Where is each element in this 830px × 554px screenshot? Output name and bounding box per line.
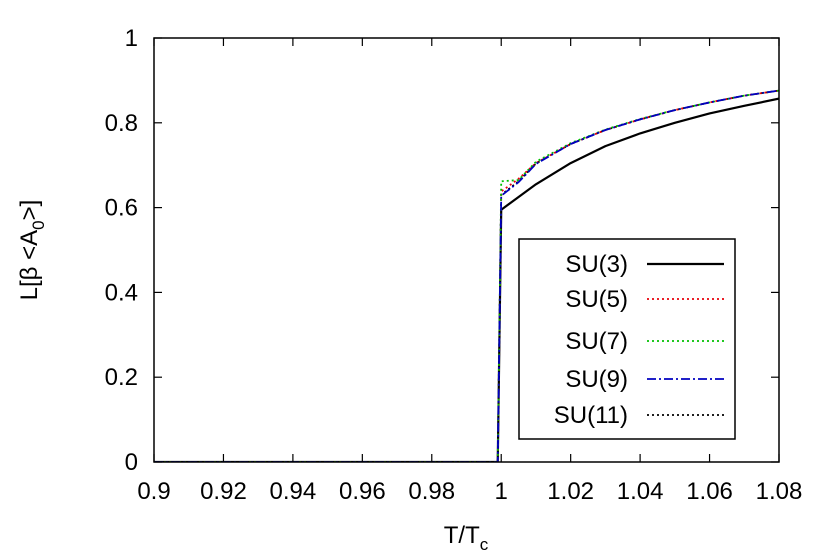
y-tick-label: 0.6 (105, 195, 138, 222)
x-tick-label: 1 (495, 478, 508, 505)
x-tick-label: 0.92 (200, 478, 247, 505)
x-tick-label: 0.9 (137, 478, 170, 505)
series-line-su-3 (154, 97, 779, 462)
y-tick-label: 0.2 (105, 364, 138, 391)
series-layer (154, 89, 779, 462)
y-tick-label: 1 (125, 25, 138, 52)
y-axis-label-subscript: 0 (29, 220, 48, 229)
x-tick-label: 0.98 (408, 478, 455, 505)
x-tick-label: 0.94 (270, 478, 317, 505)
legend: SU(3) SU(5) SU(7) SU(9) SU(11) (518, 238, 736, 440)
y-tick-label: 0 (125, 449, 138, 476)
legend-box (518, 238, 736, 440)
y-axis-label: L[β <A0>] (16, 200, 48, 301)
x-axis-label: T/Tc (444, 522, 489, 554)
x-tick-label: 1.02 (547, 478, 594, 505)
legend-label: SU(11) (554, 402, 628, 429)
legend-label: SU(7) (565, 328, 628, 355)
x-tick-label: 1.04 (617, 478, 664, 505)
legend-label: SU(9) (565, 366, 628, 393)
legend-label: SU(5) (565, 286, 628, 313)
plot-frame (153, 37, 780, 463)
y-tick-label: 0.8 (105, 110, 138, 137)
x-tick-label: 1.08 (756, 478, 803, 505)
x-axis-label-subscript: c (480, 535, 489, 554)
y-tick-label: 0.4 (105, 279, 138, 306)
legend-label: SU(3) (565, 251, 628, 278)
series-line-su-9 (154, 89, 779, 462)
x-tick-label: 0.96 (339, 478, 386, 505)
x-tick-label: 1.06 (686, 478, 733, 505)
tick-layer: 0.9 0.92 0.94 0.96 0.98 1 1.02 1.04 1.06 1.08 0 0.2… (105, 25, 803, 505)
